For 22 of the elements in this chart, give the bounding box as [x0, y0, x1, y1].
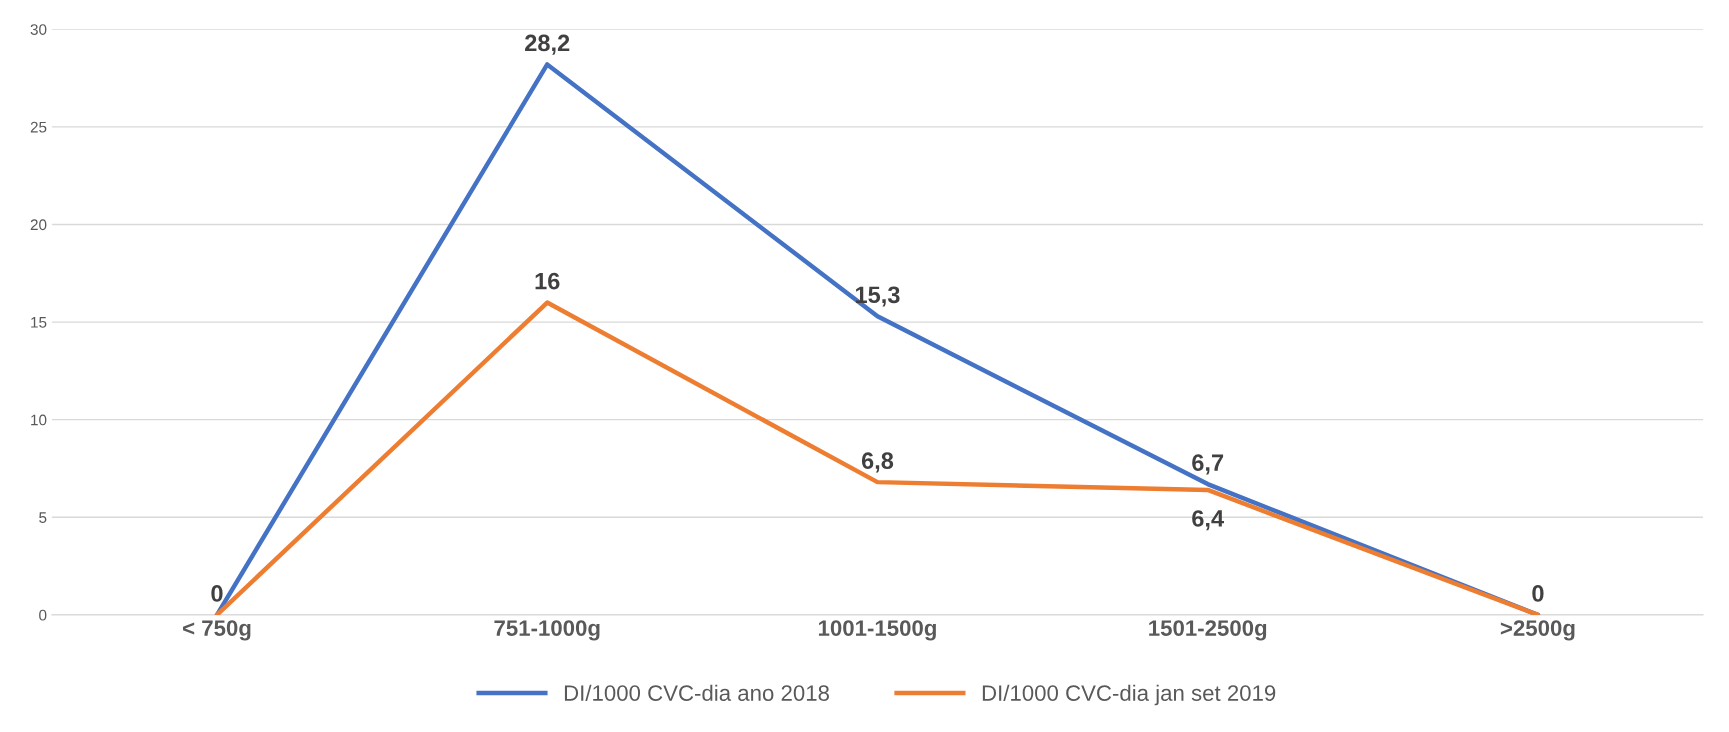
legend-label: DI/1000 CVC-dia jan set 2019 [982, 684, 1276, 706]
legend-label: DI/1000 CVC-dia ano 2018 [564, 684, 829, 701]
y-tick-label: 0 [39, 609, 47, 621]
y-tick-label: 30 [30, 24, 47, 35]
x-tick-label: 1001-1500g [818, 620, 936, 641]
data-label: 15,3 [855, 286, 900, 307]
data-label: 16 [535, 272, 560, 290]
data-label: 0 [1532, 585, 1544, 602]
data-label: 28,2 [525, 34, 570, 55]
data-label: 6,7 [1192, 454, 1224, 475]
y-tick-label: 20 [30, 219, 47, 231]
y-tick-label: 5 [39, 512, 47, 523]
x-tick-label: < 750g [183, 620, 251, 641]
data-label: 0 [211, 585, 223, 602]
y-tick-label: 10 [31, 414, 47, 426]
x-tick-label: 751-1000g [494, 620, 600, 641]
x-tick-label: >2500g [1500, 620, 1575, 641]
data-label: 6,8 [861, 452, 894, 473]
x-tick-label: 1501-2500g [1149, 620, 1267, 641]
data-label: 6,4 [1192, 510, 1224, 531]
y-tick-label: 15 [31, 317, 47, 328]
y-tick-label: 25 [30, 121, 47, 133]
